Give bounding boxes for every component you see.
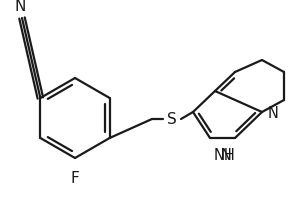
Text: N: N (268, 107, 279, 121)
Text: NH: NH (214, 148, 236, 163)
Text: S: S (167, 111, 177, 126)
Text: N: N (220, 148, 231, 163)
Text: N: N (14, 0, 26, 14)
Text: F: F (71, 171, 79, 186)
